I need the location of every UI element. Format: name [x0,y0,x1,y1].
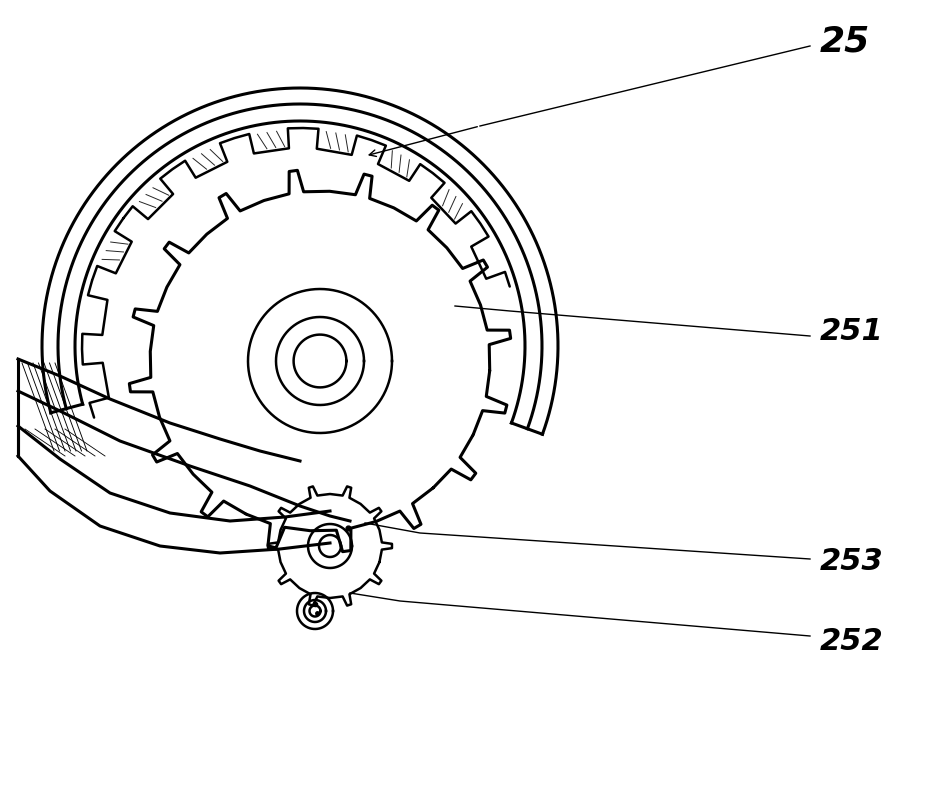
Text: 251: 251 [820,317,883,346]
Text: 253: 253 [820,547,883,576]
Text: 252: 252 [820,627,883,655]
Text: 25: 25 [820,25,870,59]
